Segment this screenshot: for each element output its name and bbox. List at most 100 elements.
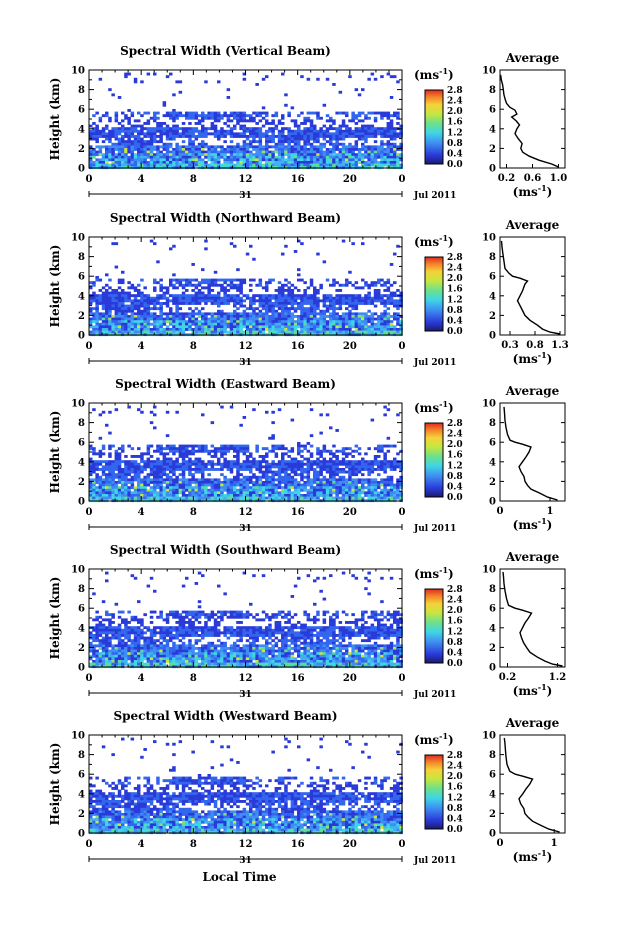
y-tick-label: 0 bbox=[78, 331, 85, 342]
average-y-tick-label: 2 bbox=[489, 144, 496, 155]
y-tick-label: 8 bbox=[78, 85, 85, 96]
average-y-tick-label: 10 bbox=[482, 565, 496, 576]
colorbar: 0.00.40.81.21.62.02.42.8 (ms-1) bbox=[414, 399, 463, 503]
average-x-tick-label: 0.8 bbox=[526, 340, 543, 351]
average-y-tick-label: 8 bbox=[489, 252, 496, 263]
colorbar-tick-label: 0.4 bbox=[447, 648, 463, 658]
x-tick-label: 12 bbox=[239, 341, 253, 352]
average-x-label: (ms-1) bbox=[513, 848, 553, 864]
colorbar-tick-label: 2.8 bbox=[447, 253, 463, 263]
x-tick-label: 20 bbox=[343, 507, 357, 518]
average-profile-line bbox=[499, 74, 559, 168]
average-x-tick-label: 0.2 bbox=[499, 672, 516, 683]
x-tick-label: 8 bbox=[190, 341, 197, 352]
average-y-tick-label: 4 bbox=[489, 623, 496, 634]
colorbar-tick-label: 1.2 bbox=[447, 461, 463, 471]
average-y-tick-label: 4 bbox=[489, 124, 496, 135]
average-profile: Average 0 2 4 6 8 10 0.3 0.8 1.3(ms-1) bbox=[482, 218, 569, 366]
colorbar-tick-label: 1.2 bbox=[447, 128, 463, 138]
average-x-tick-label: 1.3 bbox=[551, 340, 568, 351]
average-y-tick-label: 0 bbox=[489, 829, 496, 840]
panel-4: Spectral Width (Southward Beam) 0 2 4 6 8 10 He… bbox=[48, 543, 566, 700]
colorbar-tick-label: 1.6 bbox=[447, 617, 463, 627]
y-axis-label: Height (km) bbox=[48, 411, 62, 494]
x-tick-label: 8 bbox=[190, 174, 197, 185]
date-label: 31 bbox=[239, 856, 252, 866]
average-frame bbox=[499, 69, 566, 169]
average-y-tick-label: 8 bbox=[489, 584, 496, 595]
y-tick-label: 6 bbox=[78, 105, 85, 116]
x-tick-label: 4 bbox=[138, 174, 145, 185]
average-x-tick-label: 1.0 bbox=[550, 173, 567, 184]
average-y-tick-label: 4 bbox=[489, 789, 496, 800]
x-tick-label: 4 bbox=[138, 673, 145, 684]
x-tick-label: 16 bbox=[291, 673, 305, 684]
y-axis-label: Height (km) bbox=[48, 78, 62, 161]
panel-3: Spectral Width (Eastward Beam)0246810Hei… bbox=[48, 377, 566, 534]
average-x-tick-label: 0 bbox=[497, 838, 504, 849]
y-tick-label: 2 bbox=[78, 311, 85, 322]
y-tick-label: 6 bbox=[78, 438, 85, 449]
x-tick-label: 20 bbox=[343, 341, 357, 352]
heatmap-field bbox=[89, 737, 403, 835]
average-frame bbox=[499, 402, 566, 502]
colorbar-tick-label: 0.8 bbox=[447, 139, 463, 149]
x-tick-label: 16 bbox=[291, 174, 305, 185]
y-tick-label: 10 bbox=[71, 66, 85, 77]
average-x-tick-label: 0.6 bbox=[524, 173, 541, 184]
average-profile: Average 0 2 4 6 8 10 0.2 0.6 1.0(ms-1) bbox=[482, 51, 567, 199]
average-y-tick-label: 10 bbox=[482, 731, 496, 742]
y-tick-label: 4 bbox=[78, 124, 85, 135]
colorbar-unit: (ms-1) bbox=[414, 399, 454, 415]
colorbar: 0.00.40.81.21.62.02.42.8 (ms-1) bbox=[414, 565, 463, 669]
average-y-tick-label: 0 bbox=[489, 663, 496, 674]
date-label: 31 bbox=[239, 524, 252, 534]
x-tick-label: 0 bbox=[399, 839, 406, 850]
colorbar-tick-label: 1.2 bbox=[447, 295, 463, 305]
average-y-tick-label: 0 bbox=[489, 497, 496, 508]
y-tick-label: 4 bbox=[78, 789, 85, 800]
average-title: Average bbox=[505, 384, 560, 398]
colorbar-tick-label: 2.0 bbox=[447, 440, 463, 450]
panel-title: Spectral Width (Westward Beam) bbox=[113, 709, 337, 723]
y-tick-label: 4 bbox=[78, 291, 85, 302]
average-y-tick-label: 0 bbox=[489, 164, 496, 175]
colorbar-tick-label: 1.6 bbox=[447, 285, 463, 295]
y-axis-label: Height (km) bbox=[48, 577, 62, 660]
panel-5: Spectral Width (Westward Beam)0246810Hei… bbox=[48, 709, 566, 884]
average-profile: Average 0 2 4 6 8 10 0.2 1.2(ms-1) bbox=[482, 550, 566, 698]
average-y-tick-label: 10 bbox=[482, 233, 496, 244]
x-tick-label: 0 bbox=[399, 507, 406, 518]
average-x-label: (ms-1) bbox=[513, 516, 553, 532]
month-label: Jul 2011 bbox=[413, 856, 456, 866]
average-y-tick-label: 6 bbox=[489, 438, 496, 449]
colorbar-unit: (ms-1) bbox=[414, 565, 454, 581]
average-x-tick-label: 0.2 bbox=[498, 173, 515, 184]
x-tick-label: 12 bbox=[239, 174, 253, 185]
average-frame bbox=[499, 734, 566, 834]
panel-1: Spectral Width (Vertical Beam) 0 2 4 6 8 10 Hei… bbox=[48, 44, 567, 201]
y-tick-label: 6 bbox=[78, 604, 85, 615]
colorbar-ramp bbox=[424, 588, 444, 664]
x-tick-label: 8 bbox=[190, 507, 197, 518]
x-tick-label: 0 bbox=[399, 174, 406, 185]
average-y-tick-label: 6 bbox=[489, 770, 496, 781]
panel-title: Spectral Width (Eastward Beam) bbox=[115, 377, 336, 391]
average-y-tick-label: 10 bbox=[482, 66, 496, 77]
x-tick-label: 12 bbox=[239, 507, 253, 518]
month-label: Jul 2011 bbox=[413, 524, 456, 534]
x-tick-label: 16 bbox=[291, 507, 305, 518]
colorbar-tick-label: 0.0 bbox=[447, 493, 463, 503]
average-y-tick-label: 8 bbox=[489, 418, 496, 429]
y-tick-label: 4 bbox=[78, 457, 85, 468]
colorbar-tick-label: 0.8 bbox=[447, 472, 463, 482]
average-y-tick-label: 8 bbox=[489, 750, 496, 761]
average-y-tick-label: 2 bbox=[489, 643, 496, 654]
average-profile: Average 0 2 4 6 8 10 0 1(ms-1) bbox=[482, 384, 566, 532]
y-tick-label: 6 bbox=[78, 272, 85, 283]
y-tick-label: 10 bbox=[71, 233, 85, 244]
average-title: Average bbox=[505, 218, 560, 232]
average-y-tick-label: 6 bbox=[489, 272, 496, 283]
average-title: Average bbox=[505, 51, 560, 65]
